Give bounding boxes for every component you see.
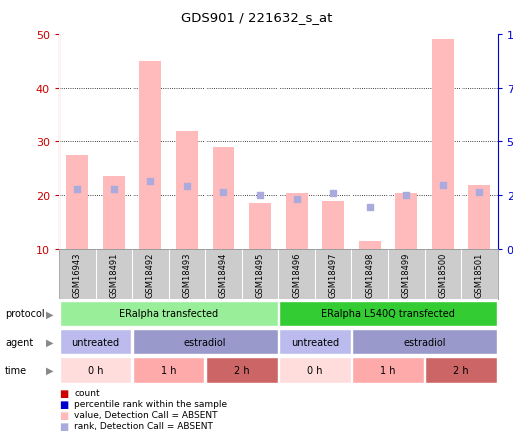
Text: GSM18498: GSM18498 [365, 252, 374, 297]
Point [146, 178, 154, 185]
Text: percentile rank within the sample: percentile rank within the sample [74, 399, 227, 408]
Bar [395, 193, 417, 250]
Text: untreated: untreated [291, 337, 339, 347]
Text: ■: ■ [59, 410, 68, 420]
Text: GSM18492: GSM18492 [146, 252, 155, 297]
Bar [352, 357, 424, 383]
Bar [432, 40, 453, 250]
Text: ERalpha L540Q transfected: ERalpha L540Q transfected [321, 309, 455, 319]
Bar [60, 301, 278, 326]
Text: GSM18496: GSM18496 [292, 252, 301, 297]
Point [110, 186, 118, 193]
Text: 0 h: 0 h [88, 365, 103, 375]
Bar [66, 155, 88, 250]
Bar [249, 204, 271, 250]
Text: GSM16943: GSM16943 [73, 252, 82, 297]
Text: estradiol: estradiol [184, 337, 226, 347]
Text: 2 h: 2 h [453, 365, 469, 375]
Text: GSM18501: GSM18501 [475, 252, 484, 297]
Text: GDS901 / 221632_s_at: GDS901 / 221632_s_at [181, 11, 332, 24]
Text: GSM18493: GSM18493 [183, 252, 191, 297]
Bar [425, 357, 497, 383]
Text: ■: ■ [59, 388, 68, 398]
Text: protocol: protocol [5, 309, 45, 319]
Bar [279, 329, 351, 355]
Bar [352, 329, 497, 355]
Text: 1 h: 1 h [161, 365, 176, 375]
Point [220, 189, 228, 196]
Text: estradiol: estradiol [403, 337, 446, 347]
Text: ■: ■ [59, 399, 68, 409]
Bar [212, 148, 234, 250]
Bar [206, 357, 278, 383]
Text: 1 h: 1 h [380, 365, 396, 375]
Point [475, 189, 483, 196]
Text: GSM18499: GSM18499 [402, 252, 411, 297]
Text: GSM18495: GSM18495 [255, 252, 265, 297]
Text: untreated: untreated [71, 337, 120, 347]
Text: GSM18494: GSM18494 [219, 252, 228, 297]
Bar [279, 357, 351, 383]
Bar [322, 201, 344, 250]
Text: GSM18491: GSM18491 [109, 252, 119, 297]
Point [402, 192, 410, 199]
Point [73, 186, 82, 193]
Point [256, 192, 264, 199]
Bar [60, 357, 131, 383]
Point [183, 183, 191, 190]
Text: ERalpha transfected: ERalpha transfected [119, 309, 218, 319]
Bar [133, 329, 278, 355]
Text: 0 h: 0 h [307, 365, 323, 375]
Bar [140, 62, 161, 250]
Point [366, 204, 374, 211]
Text: ▶: ▶ [46, 337, 54, 347]
Text: GSM18497: GSM18497 [329, 252, 338, 297]
Bar [176, 132, 198, 250]
Text: time: time [5, 365, 27, 375]
Text: ▶: ▶ [46, 309, 54, 319]
Bar [359, 241, 381, 250]
Bar [133, 357, 205, 383]
Point [439, 181, 447, 188]
Text: agent: agent [5, 337, 33, 347]
Point [329, 190, 337, 197]
Text: value, Detection Call = ABSENT: value, Detection Call = ABSENT [74, 410, 218, 419]
Text: ■: ■ [59, 421, 68, 431]
Bar [60, 329, 131, 355]
Text: 2 h: 2 h [234, 365, 249, 375]
Bar [468, 185, 490, 250]
Text: rank, Detection Call = ABSENT: rank, Detection Call = ABSENT [74, 421, 213, 430]
Text: ▶: ▶ [46, 365, 54, 375]
Text: GSM18500: GSM18500 [438, 252, 447, 297]
Bar [279, 301, 497, 326]
Bar [103, 177, 125, 250]
Bar [286, 193, 307, 250]
Point [292, 196, 301, 203]
Text: count: count [74, 388, 100, 398]
